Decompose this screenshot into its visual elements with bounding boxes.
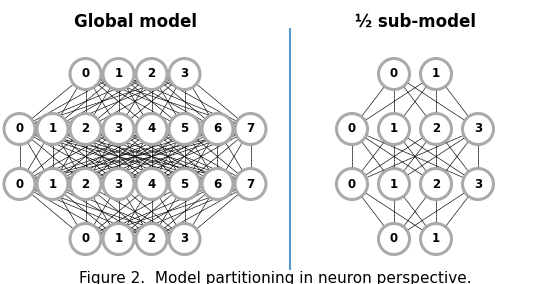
Text: 7: 7 <box>246 178 255 191</box>
Text: Global model: Global model <box>74 13 196 31</box>
Text: 0: 0 <box>390 233 398 245</box>
Text: 6: 6 <box>213 178 222 191</box>
Ellipse shape <box>4 114 35 145</box>
Text: 1: 1 <box>48 122 57 135</box>
Text: 3: 3 <box>474 122 482 135</box>
Text: 4: 4 <box>147 178 156 191</box>
Text: 3: 3 <box>474 178 482 191</box>
Ellipse shape <box>4 168 35 199</box>
Ellipse shape <box>37 168 68 199</box>
Ellipse shape <box>37 114 68 145</box>
Ellipse shape <box>169 114 200 145</box>
Ellipse shape <box>463 168 493 199</box>
Text: 3: 3 <box>180 68 189 80</box>
Text: 5: 5 <box>180 178 189 191</box>
Text: 2: 2 <box>147 233 156 245</box>
Text: 3: 3 <box>114 122 123 135</box>
Text: Figure 2.  Model partitioning in neuron perspective.: Figure 2. Model partitioning in neuron p… <box>79 270 471 284</box>
Ellipse shape <box>136 168 167 199</box>
Ellipse shape <box>169 168 200 199</box>
Ellipse shape <box>337 168 367 199</box>
Text: 0: 0 <box>81 68 90 80</box>
Ellipse shape <box>235 114 266 145</box>
Ellipse shape <box>337 114 367 145</box>
Text: 0: 0 <box>390 68 398 80</box>
Text: 1: 1 <box>390 178 398 191</box>
Ellipse shape <box>136 114 167 145</box>
Text: 0: 0 <box>348 122 356 135</box>
Text: 4: 4 <box>147 122 156 135</box>
Ellipse shape <box>378 224 410 254</box>
Text: 0: 0 <box>348 178 356 191</box>
Ellipse shape <box>169 59 200 89</box>
Text: 0: 0 <box>15 122 24 135</box>
Text: 3: 3 <box>180 233 189 245</box>
Ellipse shape <box>378 114 410 145</box>
Ellipse shape <box>235 168 266 199</box>
Ellipse shape <box>136 59 167 89</box>
Ellipse shape <box>378 59 410 89</box>
Ellipse shape <box>463 114 493 145</box>
Ellipse shape <box>70 59 101 89</box>
Text: 6: 6 <box>213 122 222 135</box>
Text: 3: 3 <box>114 178 123 191</box>
Text: 7: 7 <box>246 122 255 135</box>
Text: 2: 2 <box>81 122 90 135</box>
Text: 1: 1 <box>432 233 440 245</box>
Text: 1: 1 <box>114 233 123 245</box>
Text: 5: 5 <box>180 122 189 135</box>
Ellipse shape <box>103 59 134 89</box>
Ellipse shape <box>70 224 101 254</box>
Ellipse shape <box>70 168 101 199</box>
Text: 1: 1 <box>48 178 57 191</box>
Ellipse shape <box>421 168 452 199</box>
Ellipse shape <box>421 114 452 145</box>
Text: 2: 2 <box>432 178 440 191</box>
Text: ½ sub-model: ½ sub-model <box>355 13 476 31</box>
Ellipse shape <box>202 168 233 199</box>
Ellipse shape <box>421 59 452 89</box>
Text: 1: 1 <box>432 68 440 80</box>
Ellipse shape <box>378 168 410 199</box>
Ellipse shape <box>421 224 452 254</box>
Text: 0: 0 <box>15 178 24 191</box>
Text: 2: 2 <box>432 122 440 135</box>
Text: 2: 2 <box>81 178 90 191</box>
Ellipse shape <box>103 114 134 145</box>
Ellipse shape <box>103 168 134 199</box>
Text: 2: 2 <box>147 68 156 80</box>
Ellipse shape <box>103 224 134 254</box>
Ellipse shape <box>70 114 101 145</box>
Text: 1: 1 <box>114 68 123 80</box>
Text: 0: 0 <box>81 233 90 245</box>
Text: 1: 1 <box>390 122 398 135</box>
Ellipse shape <box>136 224 167 254</box>
Ellipse shape <box>202 114 233 145</box>
Ellipse shape <box>169 224 200 254</box>
